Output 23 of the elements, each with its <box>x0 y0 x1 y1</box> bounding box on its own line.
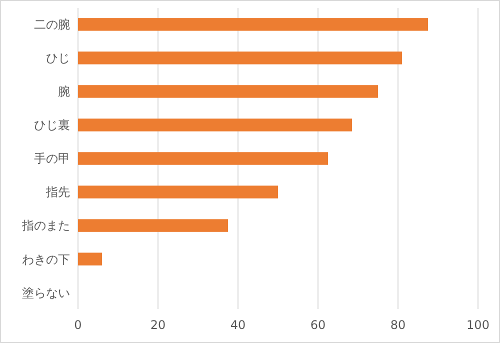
x-tick-label: 60 <box>310 318 326 332</box>
bar <box>78 252 102 266</box>
y-tick-label: 指先 <box>45 185 70 200</box>
y-tick-label: 指のまた <box>21 218 70 233</box>
x-tick-label: 0 <box>74 318 82 332</box>
y-tick-label: わきの下 <box>22 252 70 266</box>
y-tick-label: 腕 <box>58 84 70 99</box>
bar <box>78 186 278 198</box>
bar <box>78 85 378 98</box>
y-tick-label: ひじ裏 <box>34 118 70 132</box>
y-tick-label: 塗らない <box>22 286 70 300</box>
bar <box>78 152 328 165</box>
x-tick-label: 40 <box>230 318 246 332</box>
y-tick-label: 二の腕 <box>34 18 70 32</box>
y-tick-label: 手の甲 <box>34 152 70 166</box>
x-tick-label: 80 <box>390 318 406 332</box>
bar <box>78 219 228 232</box>
x-tick-label: 100 <box>466 318 490 332</box>
x-tick-label: 20 <box>150 318 166 332</box>
bar <box>78 18 428 31</box>
bar <box>78 118 352 132</box>
y-tick-label: ひじ <box>46 51 70 66</box>
bar <box>78 52 402 64</box>
